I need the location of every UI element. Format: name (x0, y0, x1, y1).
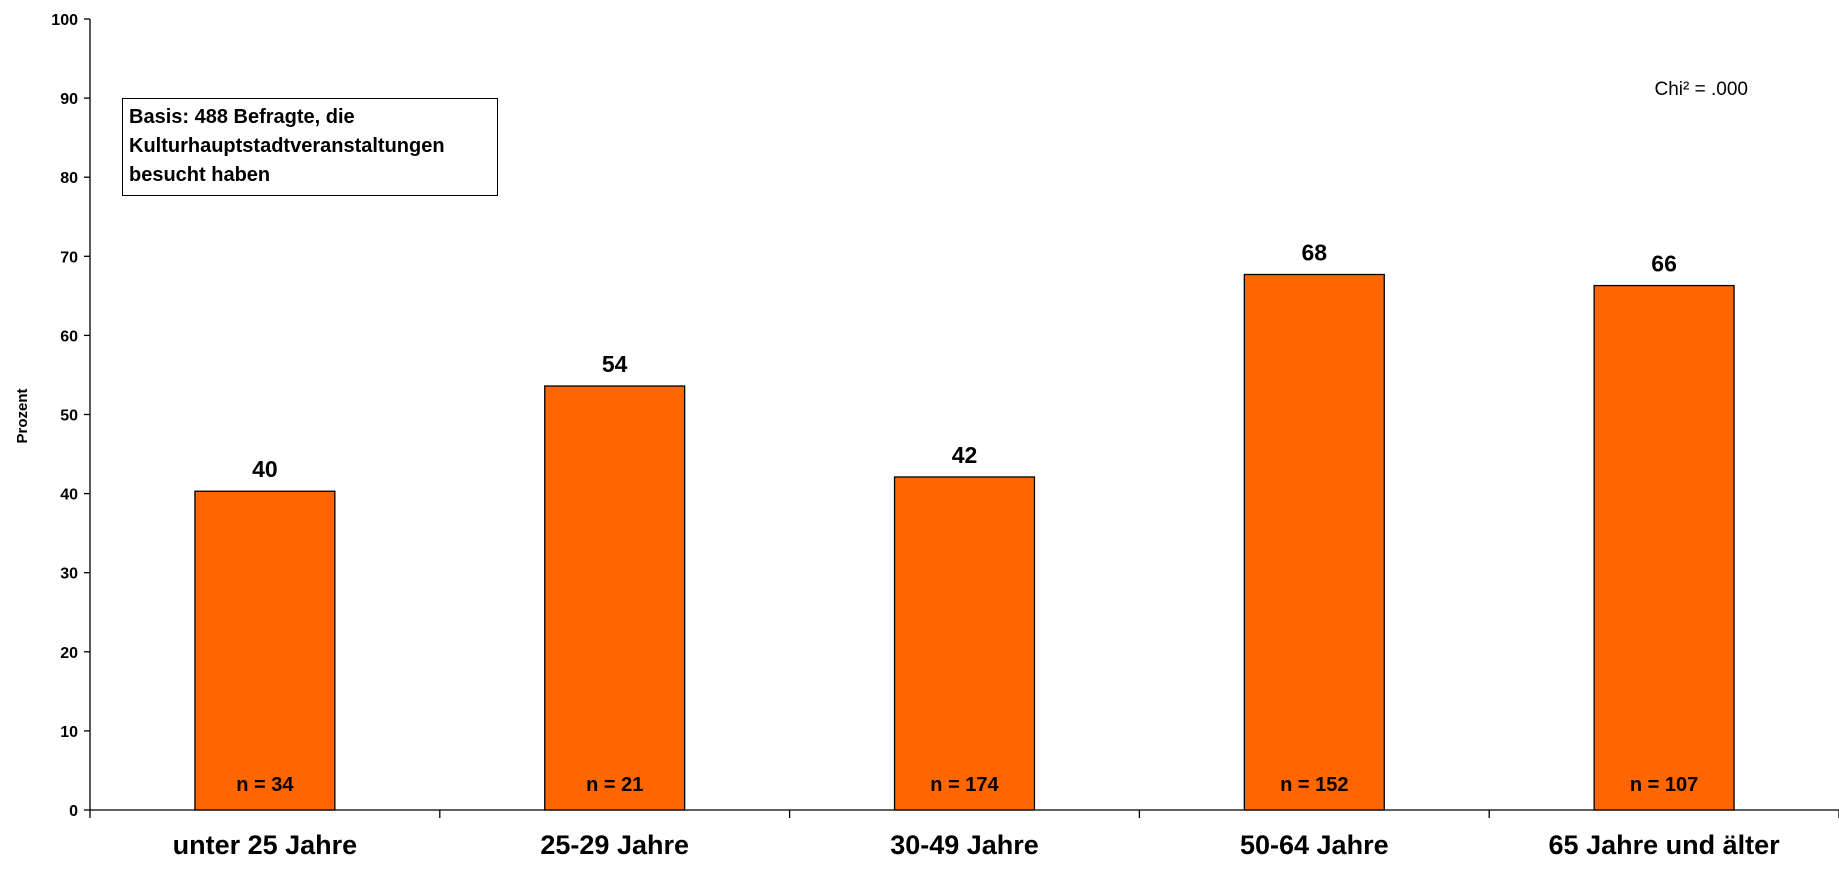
bar-value-label: 66 (1651, 251, 1677, 277)
y-tick-label: 80 (60, 170, 78, 187)
bar-n-label: n = 34 (236, 774, 294, 796)
y-tick-label: 50 (60, 408, 78, 425)
basis-annotation-box: Basis: 488 Befragte, die Kulturhauptstad… (122, 98, 498, 196)
axes: 0 10 20 30 40 50 60 70 80 90 100 (51, 12, 1839, 820)
y-axis-label: Prozent (14, 388, 31, 443)
bars (194, 273, 1735, 811)
bar (1593, 284, 1735, 811)
y-tick-label: 10 (60, 724, 78, 741)
basis-line-1: Basis: 488 Befragte, die (129, 106, 355, 128)
x-category-label: 30-49 Jahre (890, 830, 1039, 860)
bar (1243, 273, 1385, 811)
y-tick-label: 20 (60, 645, 78, 662)
y-tick-label: 90 (60, 91, 78, 108)
x-category-label: 25-29 Jahre (540, 830, 689, 860)
bar-value-label: 68 (1302, 239, 1328, 265)
y-tick-label: 0 (69, 803, 78, 820)
y-tick-label: 40 (60, 487, 78, 504)
bar (544, 385, 686, 811)
bar-value-label: 40 (252, 456, 278, 482)
bar-n-label: n = 152 (1280, 774, 1348, 796)
x-category-label: 65 Jahre und älter (1549, 830, 1781, 860)
y-tick-label: 100 (51, 12, 78, 29)
bar-n-label: n = 107 (1630, 774, 1698, 796)
x-category-label: unter 25 Jahre (173, 830, 358, 860)
bar-value-label: 54 (602, 351, 628, 377)
bar (194, 490, 336, 811)
y-tick-label: 30 (60, 566, 78, 583)
y-tick-label: 60 (60, 328, 78, 345)
y-tick-label: 70 (60, 249, 78, 266)
bar-n-label: n = 174 (930, 774, 999, 796)
chi-square-label: Chi² = .000 (1655, 79, 1748, 100)
basis-line-3: besucht haben (129, 164, 271, 186)
bar-n-label: n = 21 (586, 774, 643, 796)
x-category-label: 50-64 Jahre (1240, 830, 1389, 860)
basis-line-2: Kulturhauptstadtveranstaltungen (129, 135, 445, 157)
bar (893, 476, 1036, 811)
labels: 40 n = 34 unter 25 Jahre 54 n = 21 25-29 Jahr… (173, 239, 1781, 860)
bar-value-label: 42 (952, 442, 978, 468)
